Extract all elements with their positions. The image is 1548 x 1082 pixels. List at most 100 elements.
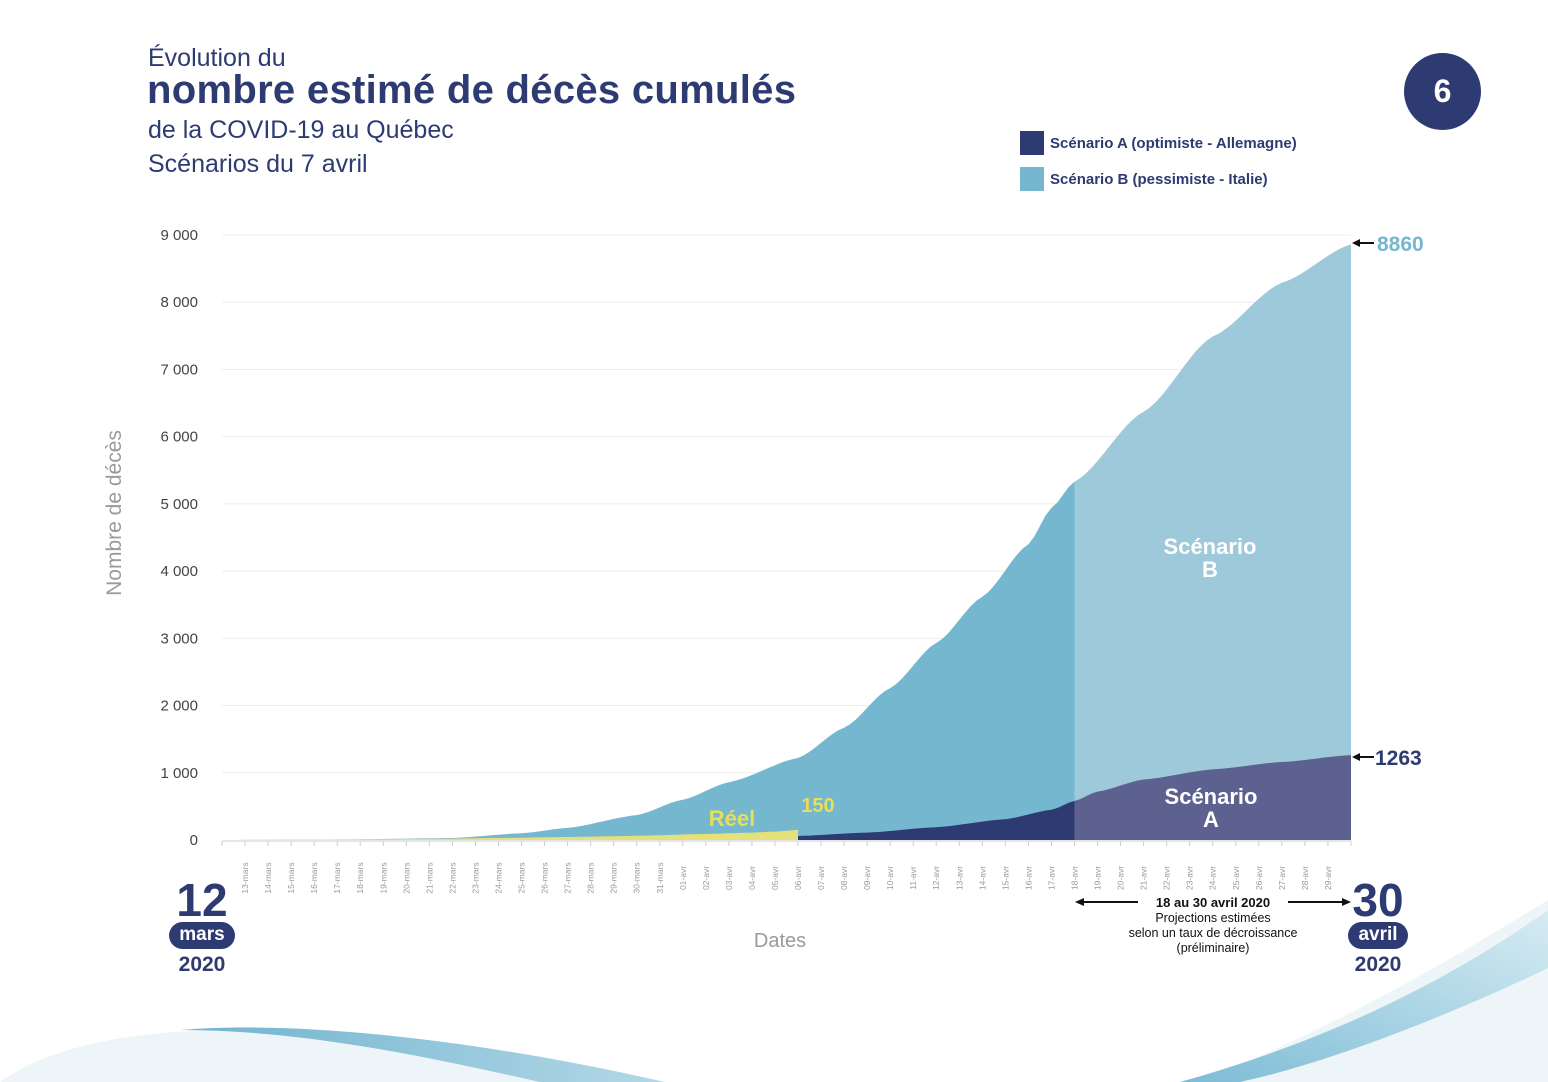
scenario-a-end-value: 1263 [1375,747,1422,770]
date-start-year: 2020 [178,953,226,976]
area-scenario-b-projection [1074,244,1351,840]
y-tick-label: 3 000 [160,630,198,647]
y-tick-label: 0 [190,832,198,849]
x-tick-label: 11-avr [908,866,918,890]
x-tick-label: 06-avr [793,866,803,890]
x-tick-label: 31-mars [655,862,665,893]
x-tick-label: 05-avr [770,866,780,890]
x-tick-label: 26-avr [1254,866,1264,890]
scenario-a-label-line2: A [1203,807,1219,832]
x-tick-label: 30-mars [632,862,642,893]
title-prefix: Évolution du [148,44,286,72]
x-tick-label: 08-avr [839,866,849,890]
x-tick-label: 12-avr [931,866,941,890]
x-tick-label: 01-avr [678,866,688,890]
y-tick-label: 4 000 [160,563,198,580]
x-axis-label: Dates [754,930,806,952]
projection-note-title: 18 au 30 avril 2020 [1155,895,1271,910]
y-axis-label: Nombre de décès [103,430,126,596]
x-tick-label: 25-avr [1231,866,1241,890]
x-tick-label: 09-avr [862,866,872,890]
x-tick-label: 07-avr [816,866,826,890]
y-tick-label: 2 000 [160,698,198,715]
title-subtitle: de la COVID-19 au Québec [148,116,454,144]
x-tick-label: 28-avr [1300,866,1310,890]
reel-label: Réel [709,806,755,831]
projection-note-line3: (préliminaire) [1176,941,1250,955]
x-tick-label: 18-avr [1069,866,1079,890]
x-tick-label: 29-avr [1323,866,1333,890]
x-tick-label: 04-avr [747,866,757,890]
x-tick-label: 22-mars [447,862,457,893]
x-tick-label: 16-avr [1023,866,1033,890]
scenario-a-label-line1: Scénario [1165,784,1258,809]
date-end-badge: 30 avril 2020 [1338,874,1418,977]
x-tick-label: 24-avr [1208,866,1218,890]
areas [222,244,1351,840]
area-scenario-a [798,801,1075,840]
legend-swatch-scenario-a [1020,131,1044,155]
x-tick-label: 27-avr [1277,866,1287,890]
legend-item-scenario-b: Scénario B (pessimiste - Italie) [1020,167,1268,191]
x-tick-label: 26-mars [540,862,550,893]
y-tick-label: 7 000 [160,361,198,378]
decor-swoosh-right [1180,910,1548,1082]
projection-note-line2: selon un taux de décroissance [1128,926,1298,940]
date-end-year: 2020 [1354,953,1402,976]
page-title: nombre estimé de décès cumulés [147,68,797,112]
x-tick-label: 17-mars [332,862,342,893]
x-tick-label: 18-mars [355,862,365,893]
legend-item-scenario-a: Scénario A (optimiste - Allemagne) [1020,131,1297,155]
x-tick-label: 13-avr [954,866,964,890]
y-tick-label: 1 000 [160,765,198,782]
x-tick-label: 16-mars [309,862,319,893]
date-start-month: mars [169,922,235,949]
legend-swatch-scenario-b [1020,167,1044,191]
x-tick-label: 20-mars [401,862,411,893]
title-scenarios-date: Scénarios du 7 avril [148,150,368,178]
projection-range-arrow [1075,898,1351,906]
date-end-month: avril [1348,922,1408,949]
reel-end-value: 150 [801,795,834,817]
area-scenario-a-projection [1074,755,1351,840]
page-number-badge: 6 [1404,53,1481,130]
x-tick-label: 29-mars [609,862,619,893]
y-tick-label: 5 000 [160,496,198,513]
date-start-badge: 12 mars 2020 [162,877,242,977]
x-tick-label: 27-mars [563,862,573,893]
x-tick-label: 23-avr [1185,866,1195,890]
y-tick-label: 9 000 [160,227,198,244]
area-scenario-b [222,481,1075,840]
x-tick-label: 14-avr [977,866,987,890]
x-tick-label: 21-mars [424,862,434,893]
decor-swoosh-right-bg [1200,900,1548,1082]
x-tick-label: 03-avr [724,866,734,890]
x-tick-label: 15-mars [286,862,296,893]
x-tick-label: 21-avr [1139,866,1149,890]
date-end-day: 30 [1352,874,1404,926]
x-tick-label: 17-avr [1046,866,1056,890]
scenario-b-label-line2: B [1202,557,1218,582]
projection-note-line1: Projections estimées [1155,911,1271,925]
x-tick-label: 22-avr [1162,866,1172,890]
legend-label-scenario-b: Scénario B (pessimiste - Italie) [1050,170,1268,188]
x-tick-label: 25-mars [517,862,527,893]
x-tick-label: 10-avr [885,866,895,890]
x-tick-label: 14-mars [263,862,273,893]
x-tick-label: 24-mars [493,862,503,893]
end-arrow-a [1352,753,1374,761]
x-tick-label: 19-mars [378,862,388,893]
area-reel [222,829,798,840]
projection-note: 18 au 30 avril 2020 Projections estimées… [1108,895,1318,956]
y-tick-label: 6 000 [160,429,198,446]
x-tick-label: 02-avr [701,866,711,890]
decor-swoosh-left [180,1027,665,1082]
x-tick-label: 15-avr [1000,866,1010,890]
x-tick-label: 13-mars [240,862,250,893]
legend-label-scenario-a: Scénario A (optimiste - Allemagne) [1050,134,1297,152]
x-axis: 13-mars 14-mars 15-mars 16-mars 17-mars 18-ma… [221,840,1352,894]
end-arrow-b [1352,239,1374,247]
y-tick-label: 8 000 [160,294,198,311]
y-axis-ticks: 0 1 000 2 000 3 000 4 000 5 000 6 000 7 000 8 00… [160,227,198,849]
